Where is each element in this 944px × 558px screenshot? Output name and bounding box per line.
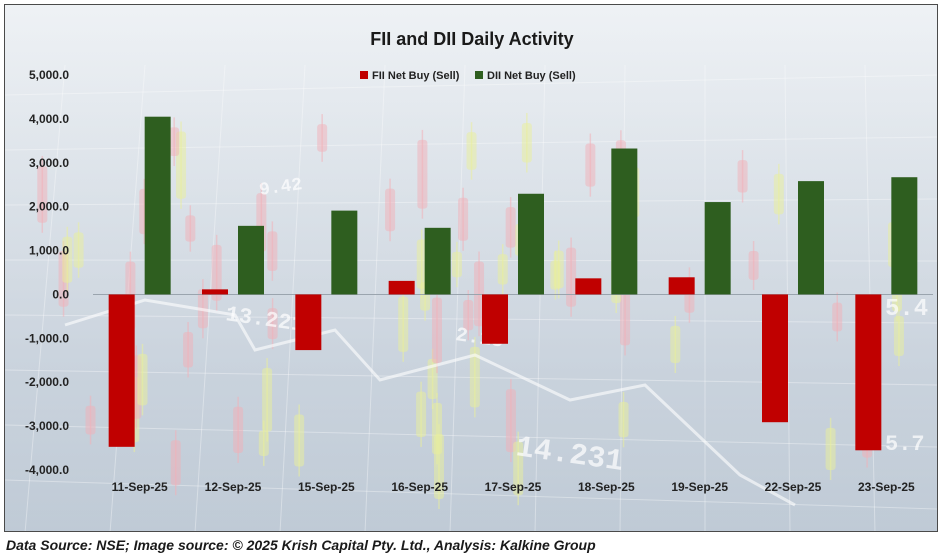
dii-bar (238, 225, 264, 295)
y-tick-label: -1,000.0 (25, 331, 69, 345)
chart-frame: 9.42 13.221 2.13 14.231 5.4 5.7 FII and DII D… (4, 4, 938, 532)
fii-bar (668, 277, 695, 295)
dii-bar (424, 227, 451, 295)
x-axis: 11-Sep-25 12-Sep-25 15-Sep-25 16-Sep-25 17-S… (112, 480, 915, 494)
y-tick-label: 3,000.0 (29, 156, 69, 170)
x-tick-label: 15-Sep-25 (298, 480, 355, 494)
fii-bar (482, 294, 508, 344)
dii-bar (331, 210, 358, 295)
fii-bar (575, 278, 602, 295)
source-footer: Data Source: NSE; Image source: © 2025 K… (6, 537, 596, 553)
y-tick-label: -2,000.0 (25, 375, 69, 389)
background-number: 5.7 (885, 432, 925, 457)
bar-chart: FII and DII Daily Activity FII Net Buy (… (25, 29, 933, 494)
x-tick-label: 11-Sep-25 (112, 480, 168, 494)
x-tick-label: 16-Sep-25 (391, 480, 448, 494)
x-tick-label: 19-Sep-25 (671, 480, 728, 494)
fii-bar (202, 289, 228, 295)
fii-bar (108, 294, 135, 447)
legend-label-fii: FII Net Buy (Sell) (372, 70, 460, 82)
y-tick-label: 5,000.0 (29, 68, 69, 82)
x-tick-label: 18-Sep-25 (578, 480, 635, 494)
dii-bar (144, 116, 171, 295)
dii-bar (518, 193, 544, 295)
x-tick-label: 22-Sep-25 (765, 480, 822, 494)
x-tick-label: 17-Sep-25 (485, 480, 542, 494)
legend-swatch-dii (475, 71, 483, 79)
fii-bar (762, 294, 788, 423)
y-tick-label: 4,000.0 (29, 112, 69, 126)
y-tick-label: 2,000.0 (29, 200, 69, 214)
dii-bar (798, 181, 824, 295)
y-tick-label: -4,000.0 (25, 463, 69, 477)
legend-swatch-fii (360, 71, 368, 79)
bars (108, 116, 918, 451)
x-tick-label: 12-Sep-25 (205, 480, 262, 494)
chart-title: FII and DII Daily Activity (370, 29, 573, 49)
legend: FII Net Buy (Sell) DII Net Buy (Sell) (360, 70, 576, 82)
dii-bar (891, 177, 918, 295)
dii-bar (611, 148, 638, 295)
fii-bar (388, 280, 415, 295)
y-tick-label: -3,000.0 (25, 419, 69, 433)
legend-label-dii: DII Net Buy (Sell) (487, 70, 576, 82)
y-tick-label: 0.0 (52, 287, 69, 301)
background-number: 5.4 (885, 296, 928, 323)
background-trendline (64, 298, 796, 507)
y-tick-label: 1,000.0 (29, 244, 69, 258)
fii-bar (855, 294, 882, 451)
fii-bar (295, 294, 322, 351)
x-tick-label: 23-Sep-25 (858, 480, 915, 494)
y-axis: -4,000.0 -3,000.0 -2,000.0 -1,000.0 0.0 1,000… (25, 68, 933, 477)
dii-bar (704, 202, 731, 295)
